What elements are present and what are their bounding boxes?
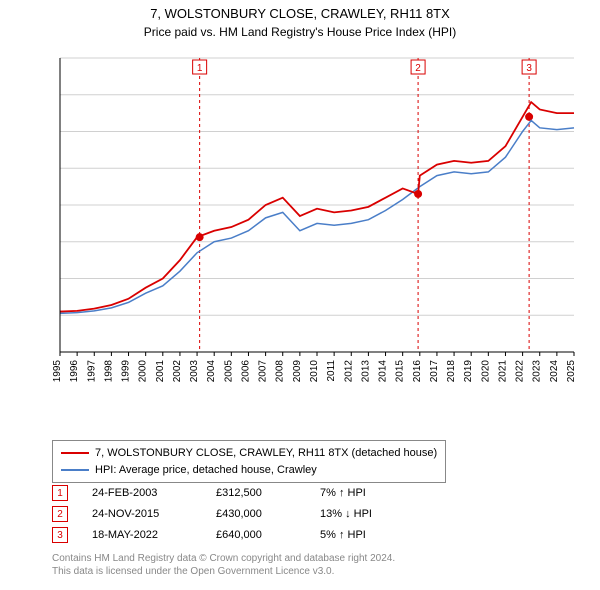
svg-text:2000: 2000 — [138, 360, 149, 383]
event-row: 3 18-MAY-2022 £640,000 5% ↑ HPI — [52, 527, 410, 543]
svg-text:2010: 2010 — [309, 360, 320, 383]
event-diff: 5% ↑ HPI — [320, 529, 410, 541]
svg-text:2008: 2008 — [275, 360, 286, 383]
legend-row-hpi: HPI: Average price, detached house, Craw… — [61, 462, 437, 479]
event-price: £430,000 — [216, 508, 296, 520]
legend-label-hpi: HPI: Average price, detached house, Craw… — [95, 462, 317, 479]
event-price: £640,000 — [216, 529, 296, 541]
svg-text:2019: 2019 — [463, 360, 474, 383]
attribution-line2: This data is licensed under the Open Gov… — [52, 565, 395, 578]
svg-text:1997: 1997 — [86, 360, 97, 383]
event-date: 24-FEB-2003 — [92, 487, 192, 499]
svg-text:2016: 2016 — [412, 360, 423, 383]
svg-text:1996: 1996 — [69, 360, 80, 383]
svg-text:1995: 1995 — [52, 360, 63, 383]
event-row: 2 24-NOV-2015 £430,000 13% ↓ HPI — [52, 506, 410, 522]
event-date: 18-MAY-2022 — [92, 529, 192, 541]
chart-area: £0£100K£200K£300K£400K£500K£600K£700K£80… — [52, 50, 582, 400]
svg-text:2007: 2007 — [258, 360, 269, 383]
event-diff: 7% ↑ HPI — [320, 487, 410, 499]
svg-text:2003: 2003 — [189, 360, 200, 383]
svg-text:2023: 2023 — [532, 360, 543, 383]
events-table: 1 24-FEB-2003 £312,500 7% ↑ HPI 2 24-NOV-2015… — [52, 485, 410, 548]
event-marker: 1 — [52, 485, 68, 501]
legend-swatch-property — [61, 452, 89, 454]
svg-text:2004: 2004 — [206, 360, 217, 383]
event-diff: 13% ↓ HPI — [320, 508, 410, 520]
chart-title: 7, WOLSTONBURY CLOSE, CRAWLEY, RH11 8TX — [0, 0, 600, 23]
legend-row-property: 7, WOLSTONBURY CLOSE, CRAWLEY, RH11 8TX … — [61, 445, 437, 462]
chart-subtitle: Price paid vs. HM Land Registry's House … — [0, 23, 600, 39]
legend-swatch-hpi — [61, 469, 89, 471]
event-price: £312,500 — [216, 487, 296, 499]
svg-text:2025: 2025 — [566, 360, 577, 383]
page-container: 7, WOLSTONBURY CLOSE, CRAWLEY, RH11 8TX … — [0, 0, 600, 590]
svg-text:2001: 2001 — [155, 360, 166, 383]
svg-text:1998: 1998 — [103, 360, 114, 383]
svg-text:2006: 2006 — [240, 360, 251, 383]
svg-text:1: 1 — [197, 63, 203, 74]
svg-text:2012: 2012 — [343, 360, 354, 383]
svg-text:3: 3 — [526, 63, 532, 74]
svg-text:2011: 2011 — [326, 360, 337, 382]
svg-text:2015: 2015 — [395, 360, 406, 383]
event-row: 1 24-FEB-2003 £312,500 7% ↑ HPI — [52, 485, 410, 501]
chart-svg: £0£100K£200K£300K£400K£500K£600K£700K£80… — [52, 50, 582, 400]
attribution: Contains HM Land Registry data © Crown c… — [52, 552, 395, 578]
svg-text:2: 2 — [415, 63, 421, 74]
svg-text:2021: 2021 — [497, 360, 508, 383]
svg-text:2024: 2024 — [549, 360, 560, 383]
event-marker: 2 — [52, 506, 68, 522]
svg-text:1999: 1999 — [121, 360, 132, 383]
svg-text:2009: 2009 — [292, 360, 303, 383]
svg-text:2014: 2014 — [378, 360, 389, 383]
legend-box: 7, WOLSTONBURY CLOSE, CRAWLEY, RH11 8TX … — [52, 440, 446, 483]
svg-text:2018: 2018 — [446, 360, 457, 383]
legend-label-property: 7, WOLSTONBURY CLOSE, CRAWLEY, RH11 8TX … — [95, 445, 437, 462]
svg-text:2022: 2022 — [515, 360, 526, 383]
svg-text:2002: 2002 — [172, 360, 183, 383]
attribution-line1: Contains HM Land Registry data © Crown c… — [52, 552, 395, 565]
svg-text:2013: 2013 — [360, 360, 371, 383]
svg-text:2017: 2017 — [429, 360, 440, 383]
svg-text:2020: 2020 — [480, 360, 491, 383]
event-marker: 3 — [52, 527, 68, 543]
svg-text:2005: 2005 — [223, 360, 234, 383]
event-date: 24-NOV-2015 — [92, 508, 192, 520]
